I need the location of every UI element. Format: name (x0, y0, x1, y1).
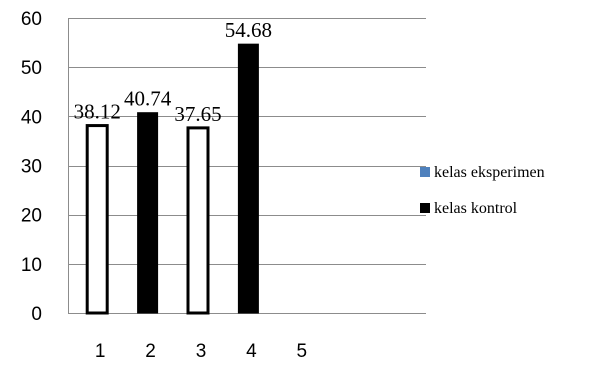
x-tick-label: 5 (297, 341, 308, 362)
legend-label: kelas kontrol (434, 200, 518, 217)
y-tick-label: 30 (21, 157, 42, 178)
data-label: 37.65 (174, 102, 221, 126)
legend-label: kelas eksperimen (434, 164, 545, 181)
x-tick-label: 3 (196, 341, 207, 362)
bar (137, 112, 159, 314)
data-label: 40.74 (124, 87, 172, 111)
bar (186, 126, 210, 315)
y-tick-label: 60 (21, 9, 42, 30)
bars (85, 43, 259, 315)
legend: kelas eksperimen kelas kontrol (420, 164, 545, 217)
x-tick-label: 4 (246, 341, 257, 362)
x-tick-label: 2 (145, 341, 156, 362)
y-tick-label: 10 (21, 255, 42, 276)
bar (85, 124, 109, 315)
legend-swatch (420, 203, 430, 213)
x-tick-labels: 1 2 3 4 5 (95, 341, 307, 362)
y-tick-label: 40 (21, 107, 42, 128)
y-tick-labels: 0 10 20 30 40 50 60 (21, 9, 42, 325)
legend-swatch (420, 167, 430, 177)
data-label: 54.68 (225, 18, 272, 42)
y-tick-label: 20 (21, 206, 42, 227)
y-tick-label: 0 (31, 304, 42, 325)
bar (237, 43, 259, 314)
y-tick-label: 50 (21, 58, 42, 79)
x-tick-label: 1 (95, 341, 106, 362)
axes (68, 18, 426, 314)
data-label: 38.12 (74, 100, 121, 124)
